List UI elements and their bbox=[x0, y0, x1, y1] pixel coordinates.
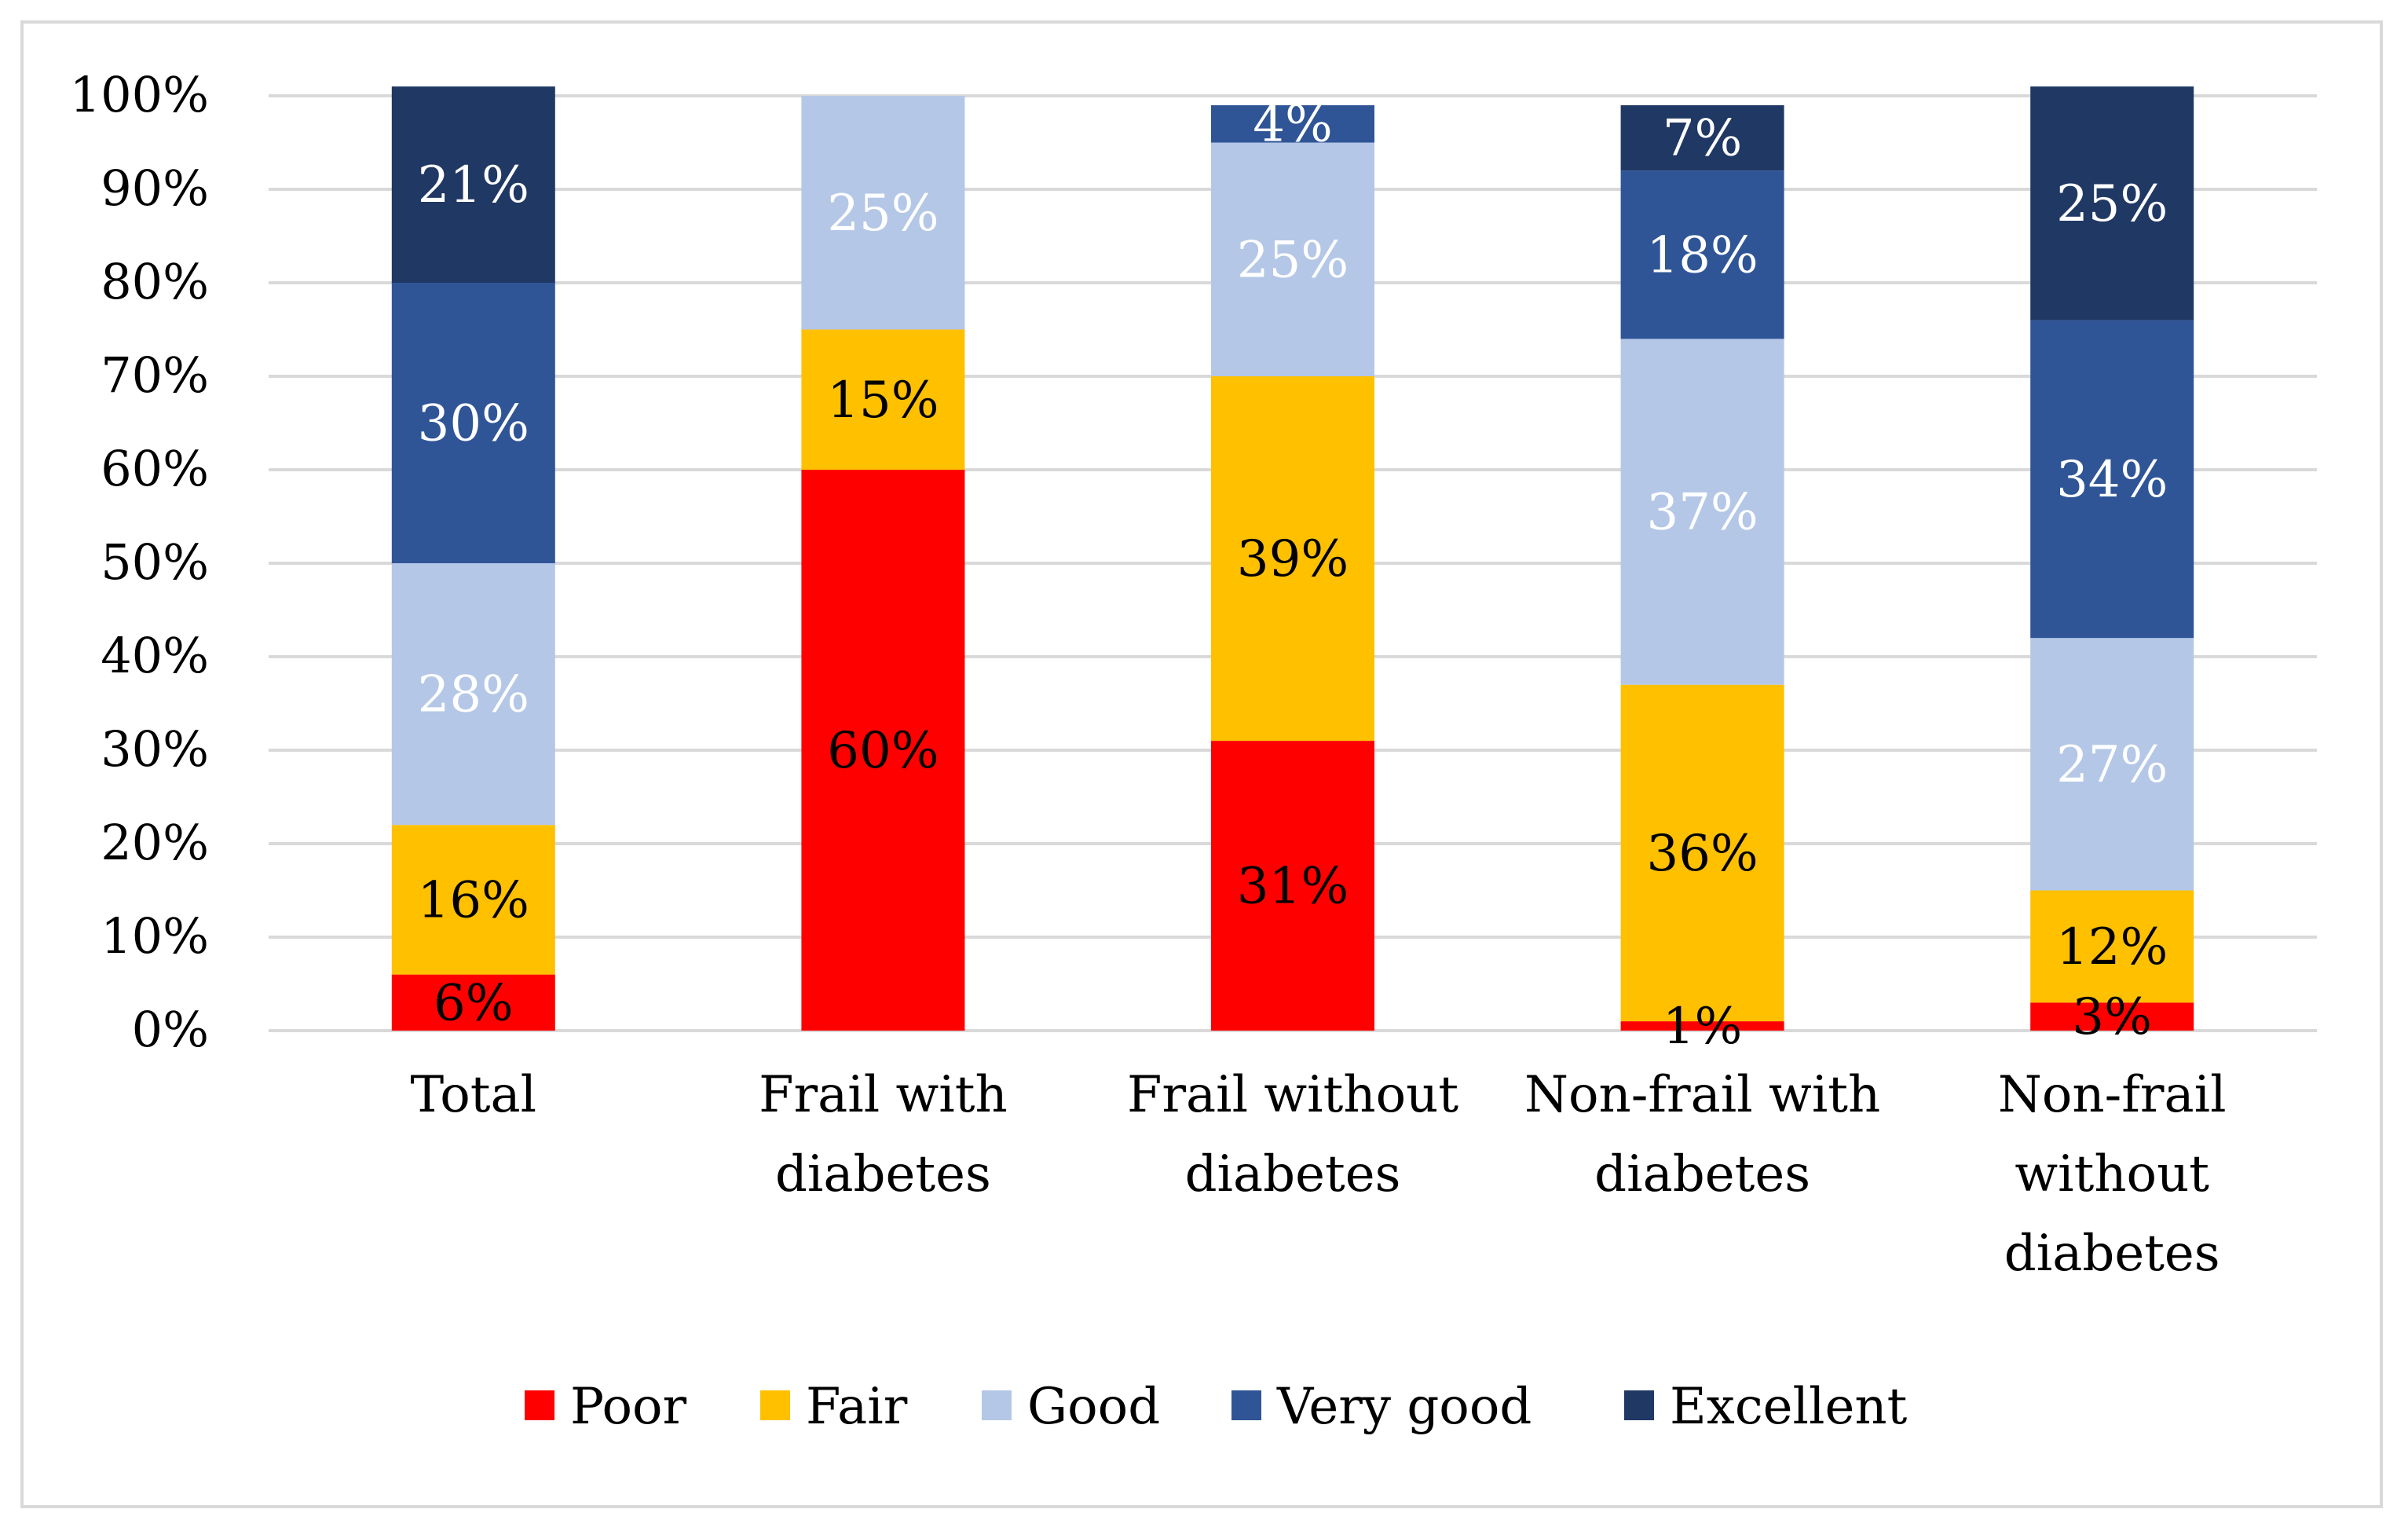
y-tick-label: 0% bbox=[132, 1001, 209, 1058]
legend-swatch-poor bbox=[525, 1390, 554, 1420]
x-category-label: Frail with bbox=[759, 1066, 1008, 1124]
data-label: 31% bbox=[1237, 858, 1349, 916]
x-category-label: without bbox=[2015, 1145, 2209, 1203]
legend-label: Fair bbox=[806, 1378, 908, 1436]
bar-segment-very-good bbox=[391, 283, 555, 563]
bar-segment-poor bbox=[391, 974, 555, 1031]
y-tick-label: 70% bbox=[101, 346, 209, 404]
bar-segment-excellent bbox=[2030, 86, 2194, 320]
bar-segment-good bbox=[2030, 638, 2194, 891]
bar-segment-very-good bbox=[2030, 320, 2194, 639]
chart-frame: 0% 10% 20% 30% 40% 50% 60% 70% 80% 90% 100% 6% 16% 2… bbox=[20, 20, 2383, 1508]
bars bbox=[391, 86, 2194, 1031]
bar-segment-good bbox=[1620, 339, 1784, 685]
bar-segment-poor bbox=[1620, 1021, 1784, 1031]
legend-swatch-good bbox=[982, 1390, 1012, 1420]
legend-swatch-excellent bbox=[1624, 1390, 1654, 1420]
bar-segment-fair bbox=[1620, 684, 1784, 1022]
x-category-label: diabetes bbox=[1185, 1145, 1401, 1203]
legend: Poor Fair Good Very good Excellent bbox=[525, 1378, 1908, 1436]
y-tick-label: 90% bbox=[101, 159, 209, 217]
data-label: 39% bbox=[1237, 530, 1349, 588]
bar-segment-poor bbox=[801, 470, 965, 1031]
bar-segment-very-good bbox=[1620, 170, 1784, 339]
x-axis-categories: Total Frail with diabetes Frail without diab… bbox=[411, 1066, 2227, 1283]
x-category-label: Non-frail bbox=[1998, 1066, 2227, 1124]
legend-label: Very good bbox=[1276, 1378, 1532, 1436]
x-category-label: diabetes bbox=[775, 1145, 991, 1203]
data-label: 21% bbox=[418, 156, 529, 214]
bar-segment-excellent bbox=[1620, 104, 1784, 171]
data-labels: 6% 16% 28% 30% 21% 60% 15% 25% 31% 39% 25% 4% 1% 36% 3… bbox=[418, 96, 2168, 1056]
y-axis-ticks: 0% 10% 20% 30% 40% 50% 60% 70% 80% 90% 100% bbox=[70, 66, 209, 1058]
y-tick-label: 50% bbox=[101, 533, 209, 591]
data-label: 34% bbox=[2056, 451, 2168, 509]
legend-swatch-very-good bbox=[1231, 1390, 1261, 1420]
data-label: 18% bbox=[1646, 226, 1758, 284]
bar-segment-good bbox=[1211, 142, 1374, 376]
data-label: 36% bbox=[1646, 825, 1758, 883]
bar-segment-poor bbox=[2030, 1002, 2194, 1031]
data-label: 25% bbox=[2056, 175, 2168, 233]
legend-label: Excellent bbox=[1670, 1378, 1908, 1436]
bar-segment-fair bbox=[391, 825, 555, 975]
bar-segment-good bbox=[391, 563, 555, 826]
data-label: 1% bbox=[1663, 998, 1743, 1056]
data-label: 16% bbox=[418, 871, 529, 929]
legend-swatch-fair bbox=[760, 1390, 790, 1420]
data-label: 25% bbox=[1237, 231, 1349, 289]
y-tick-label: 60% bbox=[101, 440, 209, 497]
y-tick-label: 30% bbox=[101, 720, 209, 778]
x-category-label: Total bbox=[411, 1066, 537, 1124]
bar-segment-fair bbox=[2030, 890, 2194, 1003]
data-label: 7% bbox=[1663, 110, 1743, 168]
y-tick-label: 10% bbox=[101, 907, 209, 965]
data-label: 6% bbox=[434, 974, 514, 1032]
bar-segment-poor bbox=[1211, 741, 1374, 1031]
data-label: 25% bbox=[827, 185, 939, 243]
data-label: 60% bbox=[827, 722, 939, 780]
stacked-bar-chart: 0% 10% 20% 30% 40% 50% 60% 70% 80% 90% 100% 6% 16% 2… bbox=[70, 66, 2317, 1436]
x-category-label: Frail without bbox=[1127, 1066, 1458, 1124]
x-category-label: diabetes bbox=[2004, 1225, 2220, 1283]
data-label: 15% bbox=[827, 372, 939, 430]
y-tick-label: 20% bbox=[101, 814, 209, 871]
data-label: 3% bbox=[2072, 988, 2152, 1046]
x-category-label: Non-frail with bbox=[1524, 1066, 1880, 1124]
x-category-label: diabetes bbox=[1594, 1145, 1810, 1203]
data-label: 30% bbox=[418, 395, 529, 453]
bar-segment-good bbox=[801, 96, 965, 330]
y-tick-label: 40% bbox=[101, 627, 209, 684]
bar-segment-excellent bbox=[391, 86, 555, 283]
data-label: 28% bbox=[418, 666, 529, 724]
y-tick-label: 80% bbox=[101, 253, 209, 310]
legend-label: Poor bbox=[570, 1378, 687, 1436]
y-tick-label: 100% bbox=[70, 66, 209, 123]
bar-segment-fair bbox=[1211, 376, 1374, 742]
data-label: 4% bbox=[1253, 96, 1333, 154]
bar-segment-fair bbox=[801, 329, 965, 470]
legend-label: Good bbox=[1027, 1378, 1160, 1436]
bar-segment-very-good bbox=[1211, 104, 1374, 143]
data-label: 37% bbox=[1646, 484, 1758, 542]
data-label: 27% bbox=[2056, 736, 2168, 794]
data-label: 12% bbox=[2056, 918, 2168, 976]
